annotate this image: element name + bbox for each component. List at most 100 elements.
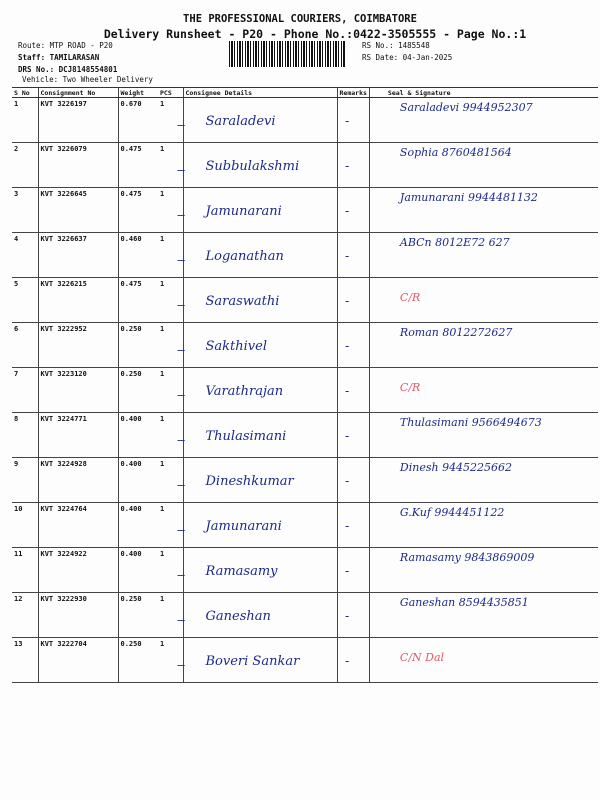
sno: 5 bbox=[12, 277, 38, 323]
consignee-cell: — Saraladevi bbox=[178, 97, 337, 143]
signature-cell: Jamunarani 9944481132 bbox=[368, 187, 598, 233]
consignment-no: KVT 3224922 bbox=[37, 547, 118, 593]
signature: G.Kuf 9944451122 bbox=[399, 506, 505, 519]
weight: 0.400 bbox=[117, 547, 158, 593]
sno: 6 bbox=[12, 322, 38, 368]
weight: 0.475 bbox=[117, 142, 158, 188]
consignee-name: Thulasimani bbox=[205, 429, 287, 444]
tick-mark: — bbox=[177, 253, 185, 267]
sno: 13 bbox=[12, 637, 38, 683]
consignment-no: KVT 3222704 bbox=[37, 637, 118, 683]
tick-mark: — bbox=[177, 118, 185, 132]
consignee-name: Sakthivel bbox=[205, 339, 267, 354]
drs-number: DRS No.: DCJ8148554801 bbox=[18, 65, 118, 74]
tick-mark: — bbox=[177, 433, 185, 447]
remarks-cell: - bbox=[336, 412, 370, 458]
remarks-cell: - bbox=[336, 547, 370, 593]
weight: 0.475 bbox=[117, 187, 158, 233]
signature: Ganeshan 8594435851 bbox=[399, 596, 529, 609]
tick-mark: — bbox=[177, 658, 185, 672]
tick-mark: — bbox=[177, 298, 185, 312]
signature: Ramasamy 9843869009 bbox=[399, 551, 535, 564]
tick-mark: - bbox=[343, 429, 351, 443]
tick-mark: - bbox=[343, 339, 351, 353]
signature-cell: C/R bbox=[368, 367, 598, 413]
weight: 0.400 bbox=[117, 412, 158, 458]
barcode bbox=[229, 41, 346, 67]
table-row: 7 KVT 3223120 0.250 1 — Varathrajan - C/R bbox=[12, 367, 598, 413]
weight: 0.250 bbox=[117, 637, 158, 683]
signature-cell: Ramasamy 9843869009 bbox=[368, 547, 598, 593]
vehicle: Vehicle: Two Wheeler Delivery bbox=[22, 75, 153, 84]
signature-cell: C/R bbox=[368, 277, 598, 323]
consignment-no: KVT 3226215 bbox=[37, 277, 118, 323]
consignment-no: KVT 3223120 bbox=[37, 367, 118, 413]
consignment-no: KVT 3224771 bbox=[37, 412, 118, 458]
table-row: 6 KVT 3222952 0.250 1 — Sakthivel - Roman… bbox=[12, 322, 598, 368]
signature: Thulasimani 9566494673 bbox=[399, 416, 542, 429]
consignment-no: KVT 3226197 bbox=[37, 97, 118, 143]
sno: 4 bbox=[12, 232, 38, 278]
pcs: 1 bbox=[158, 322, 183, 368]
consignee-name: Loganathan bbox=[205, 249, 284, 264]
remarks-cell: - bbox=[336, 97, 370, 143]
weight: 0.475 bbox=[117, 277, 158, 323]
tick-mark: — bbox=[177, 613, 185, 627]
pcs: 1 bbox=[158, 457, 183, 503]
remarks-cell: - bbox=[336, 322, 370, 368]
company-title: THE PROFESSIONAL COURIERS, COIMBATORE bbox=[183, 13, 417, 25]
table-row: 13 KVT 3222704 0.250 1 — Boveri Sankar - … bbox=[12, 637, 598, 683]
tick-mark: - bbox=[343, 249, 351, 263]
remarks-cell: - bbox=[336, 142, 370, 188]
tick-mark: — bbox=[177, 523, 185, 537]
table-row: 10 KVT 3224764 0.400 1 — Jamunarani - G.K… bbox=[12, 502, 598, 548]
col-pcs: PCS bbox=[158, 87, 183, 98]
weight: 0.460 bbox=[117, 232, 158, 278]
remarks-cell: - bbox=[336, 592, 370, 638]
pcs: 1 bbox=[158, 277, 183, 323]
consignee-cell: — Sakthivel bbox=[178, 322, 337, 368]
consignment-no: KVT 3222930 bbox=[37, 592, 118, 638]
consignee-cell: — Loganathan bbox=[178, 232, 337, 278]
pcs: 1 bbox=[158, 232, 183, 278]
tick-mark: - bbox=[343, 159, 351, 173]
signature: Sophia 8760481564 bbox=[399, 146, 512, 159]
tick-mark: — bbox=[177, 163, 185, 177]
sno: 3 bbox=[12, 187, 38, 233]
remarks-cell: - bbox=[336, 637, 370, 683]
tick-mark: - bbox=[343, 474, 351, 488]
staff: Staff: TAMILARASAN bbox=[18, 53, 100, 62]
remarks-cell: - bbox=[336, 457, 370, 503]
remarks-cell: - bbox=[336, 502, 370, 548]
remarks-cell: - bbox=[336, 367, 370, 413]
pcs: 1 bbox=[158, 367, 183, 413]
sno: 9 bbox=[12, 457, 38, 503]
consignee-cell: — Varathrajan bbox=[178, 367, 337, 413]
pcs: 1 bbox=[158, 502, 183, 548]
table-row: 9 KVT 3224928 0.400 1 — Dineshkumar - Din… bbox=[12, 457, 598, 503]
pcs: 1 bbox=[158, 142, 183, 188]
remarks-cell: - bbox=[336, 187, 370, 233]
signature-cell: Sophia 8760481564 bbox=[368, 142, 598, 188]
tick-mark: — bbox=[177, 343, 185, 357]
weight: 0.400 bbox=[117, 457, 158, 503]
tick-mark: — bbox=[177, 568, 185, 582]
tick-mark: — bbox=[177, 388, 185, 402]
pcs: 1 bbox=[158, 97, 183, 143]
signature: C/R bbox=[399, 381, 421, 394]
weight: 0.400 bbox=[117, 502, 158, 548]
consignee-cell: — Ganeshan bbox=[178, 592, 337, 638]
tick-mark: - bbox=[343, 204, 351, 218]
consignment-no: KVT 3224928 bbox=[37, 457, 118, 503]
rs-number: RS No.: 1485548 bbox=[362, 41, 430, 50]
col-signature: Seal & Signature bbox=[368, 87, 598, 98]
signature-cell: Roman 8012272627 bbox=[368, 322, 598, 368]
signature: C/R bbox=[399, 291, 421, 304]
consignee-name: Dineshkumar bbox=[205, 474, 294, 489]
consignee-name: Varathrajan bbox=[205, 384, 284, 399]
col-sno: S No bbox=[12, 87, 38, 98]
signature-cell: G.Kuf 9944451122 bbox=[368, 502, 598, 548]
pcs: 1 bbox=[158, 547, 183, 593]
consignee-name: Boveri Sankar bbox=[205, 654, 300, 669]
